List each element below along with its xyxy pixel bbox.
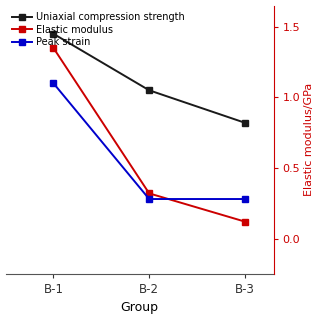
Line: Elastic modulus: Elastic modulus <box>51 45 248 224</box>
Elastic modulus <box>52 46 55 50</box>
Line: Peak strain: Peak strain <box>51 80 248 202</box>
Uniaxial compression strength <box>243 121 247 125</box>
Elastic modulus <box>243 220 247 224</box>
Peak strain <box>52 81 55 85</box>
Legend: Uniaxial compression strength, Elastic modulus, Peak strain: Uniaxial compression strength, Elastic m… <box>11 11 186 49</box>
Peak strain <box>147 197 151 201</box>
Elastic modulus <box>147 191 151 195</box>
Y-axis label: Elastic modulus/GPa: Elastic modulus/GPa <box>304 83 315 196</box>
Peak strain <box>243 197 247 201</box>
Line: Uniaxial compression strength: Uniaxial compression strength <box>51 31 248 125</box>
Uniaxial compression strength <box>147 88 151 92</box>
X-axis label: Group: Group <box>121 301 159 315</box>
Uniaxial compression strength <box>52 32 55 36</box>
